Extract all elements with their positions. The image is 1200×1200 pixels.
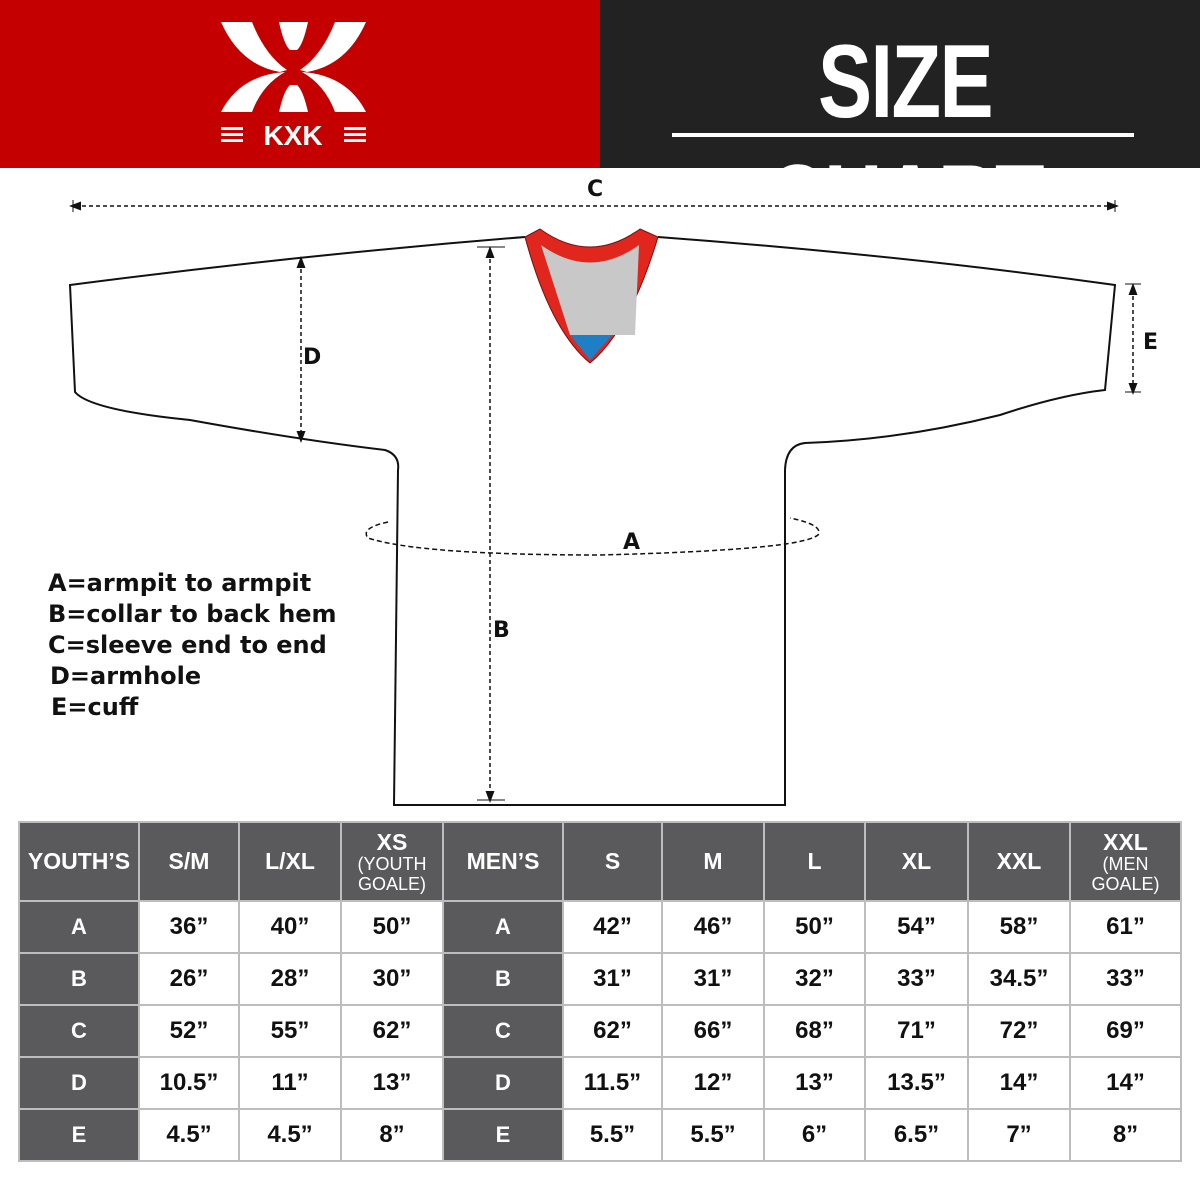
men-value: 13.5” — [866, 1058, 967, 1108]
youth-value: 55” — [240, 1006, 340, 1056]
men-value: 54” — [866, 902, 967, 952]
legend-item: E=cuff — [51, 693, 139, 721]
measurement-legend: A=armpit to armpit B=collar to back hem … — [48, 568, 337, 723]
men-value: 33” — [1071, 954, 1180, 1004]
men-value: 72” — [969, 1006, 1069, 1056]
row-label: B — [444, 954, 562, 1004]
youth-value: 62” — [342, 1006, 442, 1056]
table-row: E 4.5” 4.5” 8” E 5.5” 5.5” 6” 6.5” 7” 8” — [20, 1110, 1180, 1160]
legend-item: A=armpit to armpit — [48, 569, 312, 597]
collar-inner — [541, 245, 639, 335]
size-header: XXL — [969, 823, 1069, 900]
size-header: XXL (MEN GOALE) — [1071, 823, 1180, 900]
men-value: 71” — [866, 1006, 967, 1056]
men-value: 8” — [1071, 1110, 1180, 1160]
youth-value: 50” — [342, 902, 442, 952]
size-header: XL — [866, 823, 967, 900]
jersey-outline — [68, 236, 1117, 806]
title-underline — [672, 133, 1134, 137]
men-value: 6” — [765, 1110, 864, 1160]
row-label: E — [20, 1110, 138, 1160]
men-value: 14” — [969, 1058, 1069, 1108]
men-value: 42” — [564, 902, 661, 952]
table-row: B 26” 28” 30” B 31” 31” 32” 33” 34.5” 33” — [20, 954, 1180, 1004]
men-value: 46” — [663, 902, 763, 952]
logo-text: KXK — [263, 120, 322, 151]
label-a: A — [623, 530, 641, 555]
row-label: C — [444, 1006, 562, 1056]
youth-value: 40” — [240, 902, 340, 952]
row-label: E — [444, 1110, 562, 1160]
youth-value: 26” — [140, 954, 238, 1004]
size-label: XXL — [1103, 828, 1148, 855]
size-label: XS — [376, 828, 408, 855]
size-sublabel: (YOUTH GOALE) — [357, 853, 427, 894]
size-header: L/XL — [240, 823, 340, 900]
men-value: 33” — [866, 954, 967, 1004]
men-value: 32” — [765, 954, 864, 1004]
men-value: 66” — [663, 1006, 763, 1056]
row-label: B — [20, 954, 138, 1004]
men-value: 62” — [564, 1006, 661, 1056]
men-value: 5.5” — [663, 1110, 763, 1160]
men-value: 31” — [564, 954, 661, 1004]
youth-header: YOUTH’S — [20, 823, 138, 900]
label-d: D — [303, 345, 322, 370]
men-value: 5.5” — [564, 1110, 661, 1160]
label-b: B — [493, 618, 510, 643]
men-value: 13” — [765, 1058, 864, 1108]
men-header: MEN’S — [444, 823, 562, 900]
row-label: C — [20, 1006, 138, 1056]
size-table: YOUTH’S S/M L/XL XS (YOUTH GOALE) MEN’S S M L XL X… — [18, 821, 1182, 1162]
size-header: S/M — [140, 823, 238, 900]
youth-value: 30” — [342, 954, 442, 1004]
legend-item: C=sleeve end to end — [48, 631, 327, 659]
jersey-diagram — [68, 200, 1141, 806]
men-value: 34.5” — [969, 954, 1069, 1004]
youth-value: 4.5” — [140, 1110, 238, 1160]
table-row: D 10.5” 11” 13” D 11.5” 12” 13” 13.5” 14” 14” — [20, 1058, 1180, 1108]
size-header: L — [765, 823, 864, 900]
row-label: A — [444, 902, 562, 952]
row-label: A — [20, 902, 138, 952]
row-label: D — [444, 1058, 562, 1108]
size-sublabel: (MEN GOALE) — [1091, 853, 1160, 894]
youth-value: 52” — [140, 1006, 238, 1056]
youth-value: 28” — [240, 954, 340, 1004]
youth-value: 4.5” — [240, 1110, 340, 1160]
brand-banner: KXK — [0, 0, 600, 168]
youth-value: 11” — [240, 1058, 340, 1108]
table-row: C 52” 55” 62” C 62” 66” 68” 71” 72” 69” — [20, 1006, 1180, 1056]
size-header: M — [663, 823, 763, 900]
men-value: 61” — [1071, 902, 1180, 952]
size-header: XS (YOUTH GOALE) — [342, 823, 442, 900]
men-value: 31” — [663, 954, 763, 1004]
row-label: D — [20, 1058, 138, 1108]
collar-tip — [570, 335, 612, 360]
label-e: E — [1143, 330, 1159, 355]
youth-value: 10.5” — [140, 1058, 238, 1108]
youth-value: 13” — [342, 1058, 442, 1108]
men-value: 58” — [969, 902, 1069, 952]
title-banner — [600, 0, 1200, 168]
men-value: 6.5” — [866, 1110, 967, 1160]
men-value: 11.5” — [564, 1058, 661, 1108]
size-header: S — [564, 823, 661, 900]
youth-value: 8” — [342, 1110, 442, 1160]
men-value: 12” — [663, 1058, 763, 1108]
legend-item: D=armhole — [50, 662, 202, 690]
table-row: A 36” 40” 50” A 42” 46” 50” 54” 58” 61” — [20, 902, 1180, 952]
legend-item: B=collar to back hem — [48, 600, 337, 628]
men-value: 68” — [765, 1006, 864, 1056]
men-value: 50” — [765, 902, 864, 952]
kxk-logo: KXK — [221, 22, 366, 151]
label-c: C — [587, 177, 604, 202]
youth-value: 36” — [140, 902, 238, 952]
men-value: 7” — [969, 1110, 1069, 1160]
men-value: 14” — [1071, 1058, 1180, 1108]
table-header-row: YOUTH’S S/M L/XL XS (YOUTH GOALE) MEN’S S M L XL X… — [20, 823, 1180, 900]
men-value: 69” — [1071, 1006, 1180, 1056]
